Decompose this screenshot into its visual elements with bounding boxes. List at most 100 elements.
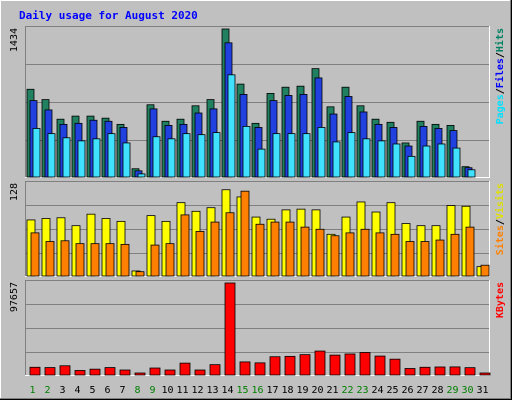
bar-sites-day-13: [210, 221, 220, 277]
series-axis-label-part: KBytes: [495, 282, 506, 318]
bar-sites-day-7: [120, 243, 130, 277]
day-label: 21: [326, 385, 338, 396]
bar-kbytes-day-23: [359, 352, 371, 376]
day-label: 9: [149, 385, 155, 396]
day-label: 6: [104, 385, 110, 396]
day-label: 19: [296, 385, 308, 396]
bar-pages-day-6: [107, 133, 116, 178]
bar-pages-day-25: [392, 143, 401, 178]
series-pages: [32, 74, 476, 178]
day-label: 22: [341, 385, 353, 396]
bar-sites-day-28: [435, 239, 445, 277]
bar-pages-day-26: [407, 155, 416, 178]
bar-pages-day-30: [467, 169, 476, 178]
bar-kbytes-day-14: [224, 282, 236, 376]
bar-kbytes-day-24: [374, 355, 386, 376]
bar-sites-day-16: [255, 223, 265, 277]
y-axis-max-label: 97657: [9, 282, 20, 312]
bar-pages-day-11: [182, 133, 191, 178]
day-label: 13: [206, 385, 218, 396]
series-axis-label: Pages/Files/Hits: [494, 28, 506, 124]
bar-kbytes-day-22: [344, 353, 356, 376]
bar-sites-day-21: [330, 235, 340, 277]
bar-kbytes-day-10: [164, 369, 176, 376]
y-axis-max-label: 1434: [9, 28, 20, 52]
series-axis-label-part: Files: [494, 58, 506, 88]
day-label: 10: [161, 385, 173, 396]
panel-kbytes: 97657 KBytes: [9, 280, 506, 376]
day-label: 3: [59, 385, 65, 396]
bar-sites-day-17: [270, 221, 280, 277]
bar-sites-day-19: [300, 226, 310, 277]
bar-kbytes-day-9: [149, 367, 161, 376]
bar-pages-day-1: [32, 128, 41, 178]
bar-kbytes-day-7: [119, 369, 131, 376]
bar-sites-day-24: [375, 232, 385, 277]
bar-pages-day-10: [167, 138, 176, 178]
bar-sites-day-30: [465, 226, 475, 277]
bar-pages-day-13: [212, 132, 221, 178]
bar-pages-day-4: [77, 140, 86, 178]
bar-pages-day-12: [197, 134, 206, 178]
series-axis-label-part: Pages: [495, 94, 506, 124]
series-axis-label-part: Sites: [494, 225, 506, 255]
day-label: 30: [461, 385, 473, 396]
bar-kbytes-day-16: [254, 362, 266, 376]
day-label: 29: [446, 385, 458, 396]
bar-pages-day-15: [242, 126, 251, 178]
bar-kbytes-day-2: [44, 367, 56, 376]
bar-sites-day-26: [405, 241, 415, 277]
day-label: 16: [251, 385, 263, 396]
series-axis-label-part: /: [495, 219, 506, 225]
panel-visits-sites: 128 Sites/Visits: [9, 181, 506, 277]
day-label: 18: [281, 385, 293, 396]
bar-sites-day-15: [240, 190, 250, 277]
bar-kbytes-day-31: [479, 372, 491, 376]
day-label: 12: [191, 385, 203, 396]
bar-sites-day-29: [450, 233, 460, 277]
series-axis-label-part: /: [495, 88, 506, 94]
day-label: 23: [356, 385, 368, 396]
series-axis-label-part: Hits: [494, 28, 506, 52]
bar-kbytes-day-29: [449, 366, 461, 376]
day-label: 28: [431, 385, 443, 396]
bar-kbytes-day-26: [404, 368, 416, 376]
bar-pages-day-24: [377, 140, 386, 178]
bar-sites-day-25: [390, 233, 400, 277]
bar-kbytes-day-21: [329, 354, 341, 376]
bar-sites-day-27: [420, 241, 430, 277]
day-label: 24: [371, 385, 383, 396]
day-label: 2: [44, 385, 50, 396]
series-axis-label-part: Visits: [494, 183, 506, 219]
bar-pages-day-9: [152, 136, 161, 178]
bar-sites-day-20: [315, 228, 325, 277]
bar-pages-day-29: [452, 147, 461, 178]
bar-sites-day-2: [45, 241, 55, 277]
bar-sites-day-22: [345, 232, 355, 277]
bar-pages-day-22: [347, 132, 356, 178]
y-axis-max-label: 128: [9, 183, 20, 201]
bar-pages-day-16: [257, 148, 266, 178]
bar-kbytes-day-25: [389, 358, 401, 376]
series-kbytes: [29, 282, 491, 376]
bar-pages-day-14: [227, 74, 236, 178]
bar-sites-day-14: [225, 212, 235, 277]
series-axis-label: KBytes: [495, 282, 506, 318]
bar-kbytes-day-8: [134, 372, 146, 376]
day-label: 20: [311, 385, 323, 396]
bar-sites-day-11: [180, 214, 190, 277]
bar-sites-day-5: [90, 243, 100, 277]
bar-sites-day-10: [165, 243, 175, 277]
bar-sites-day-9: [150, 244, 160, 277]
bar-kbytes-day-18: [284, 355, 296, 376]
bar-pages-day-27: [422, 145, 431, 178]
day-label: 14: [221, 385, 233, 396]
bar-sites-day-3: [60, 240, 70, 277]
bar-sites-day-4: [75, 243, 85, 277]
bar-pages-day-2: [47, 133, 56, 178]
bar-pages-day-7: [122, 142, 131, 178]
bar-kbytes-day-27: [419, 366, 431, 376]
bar-sites-day-23: [360, 228, 370, 277]
